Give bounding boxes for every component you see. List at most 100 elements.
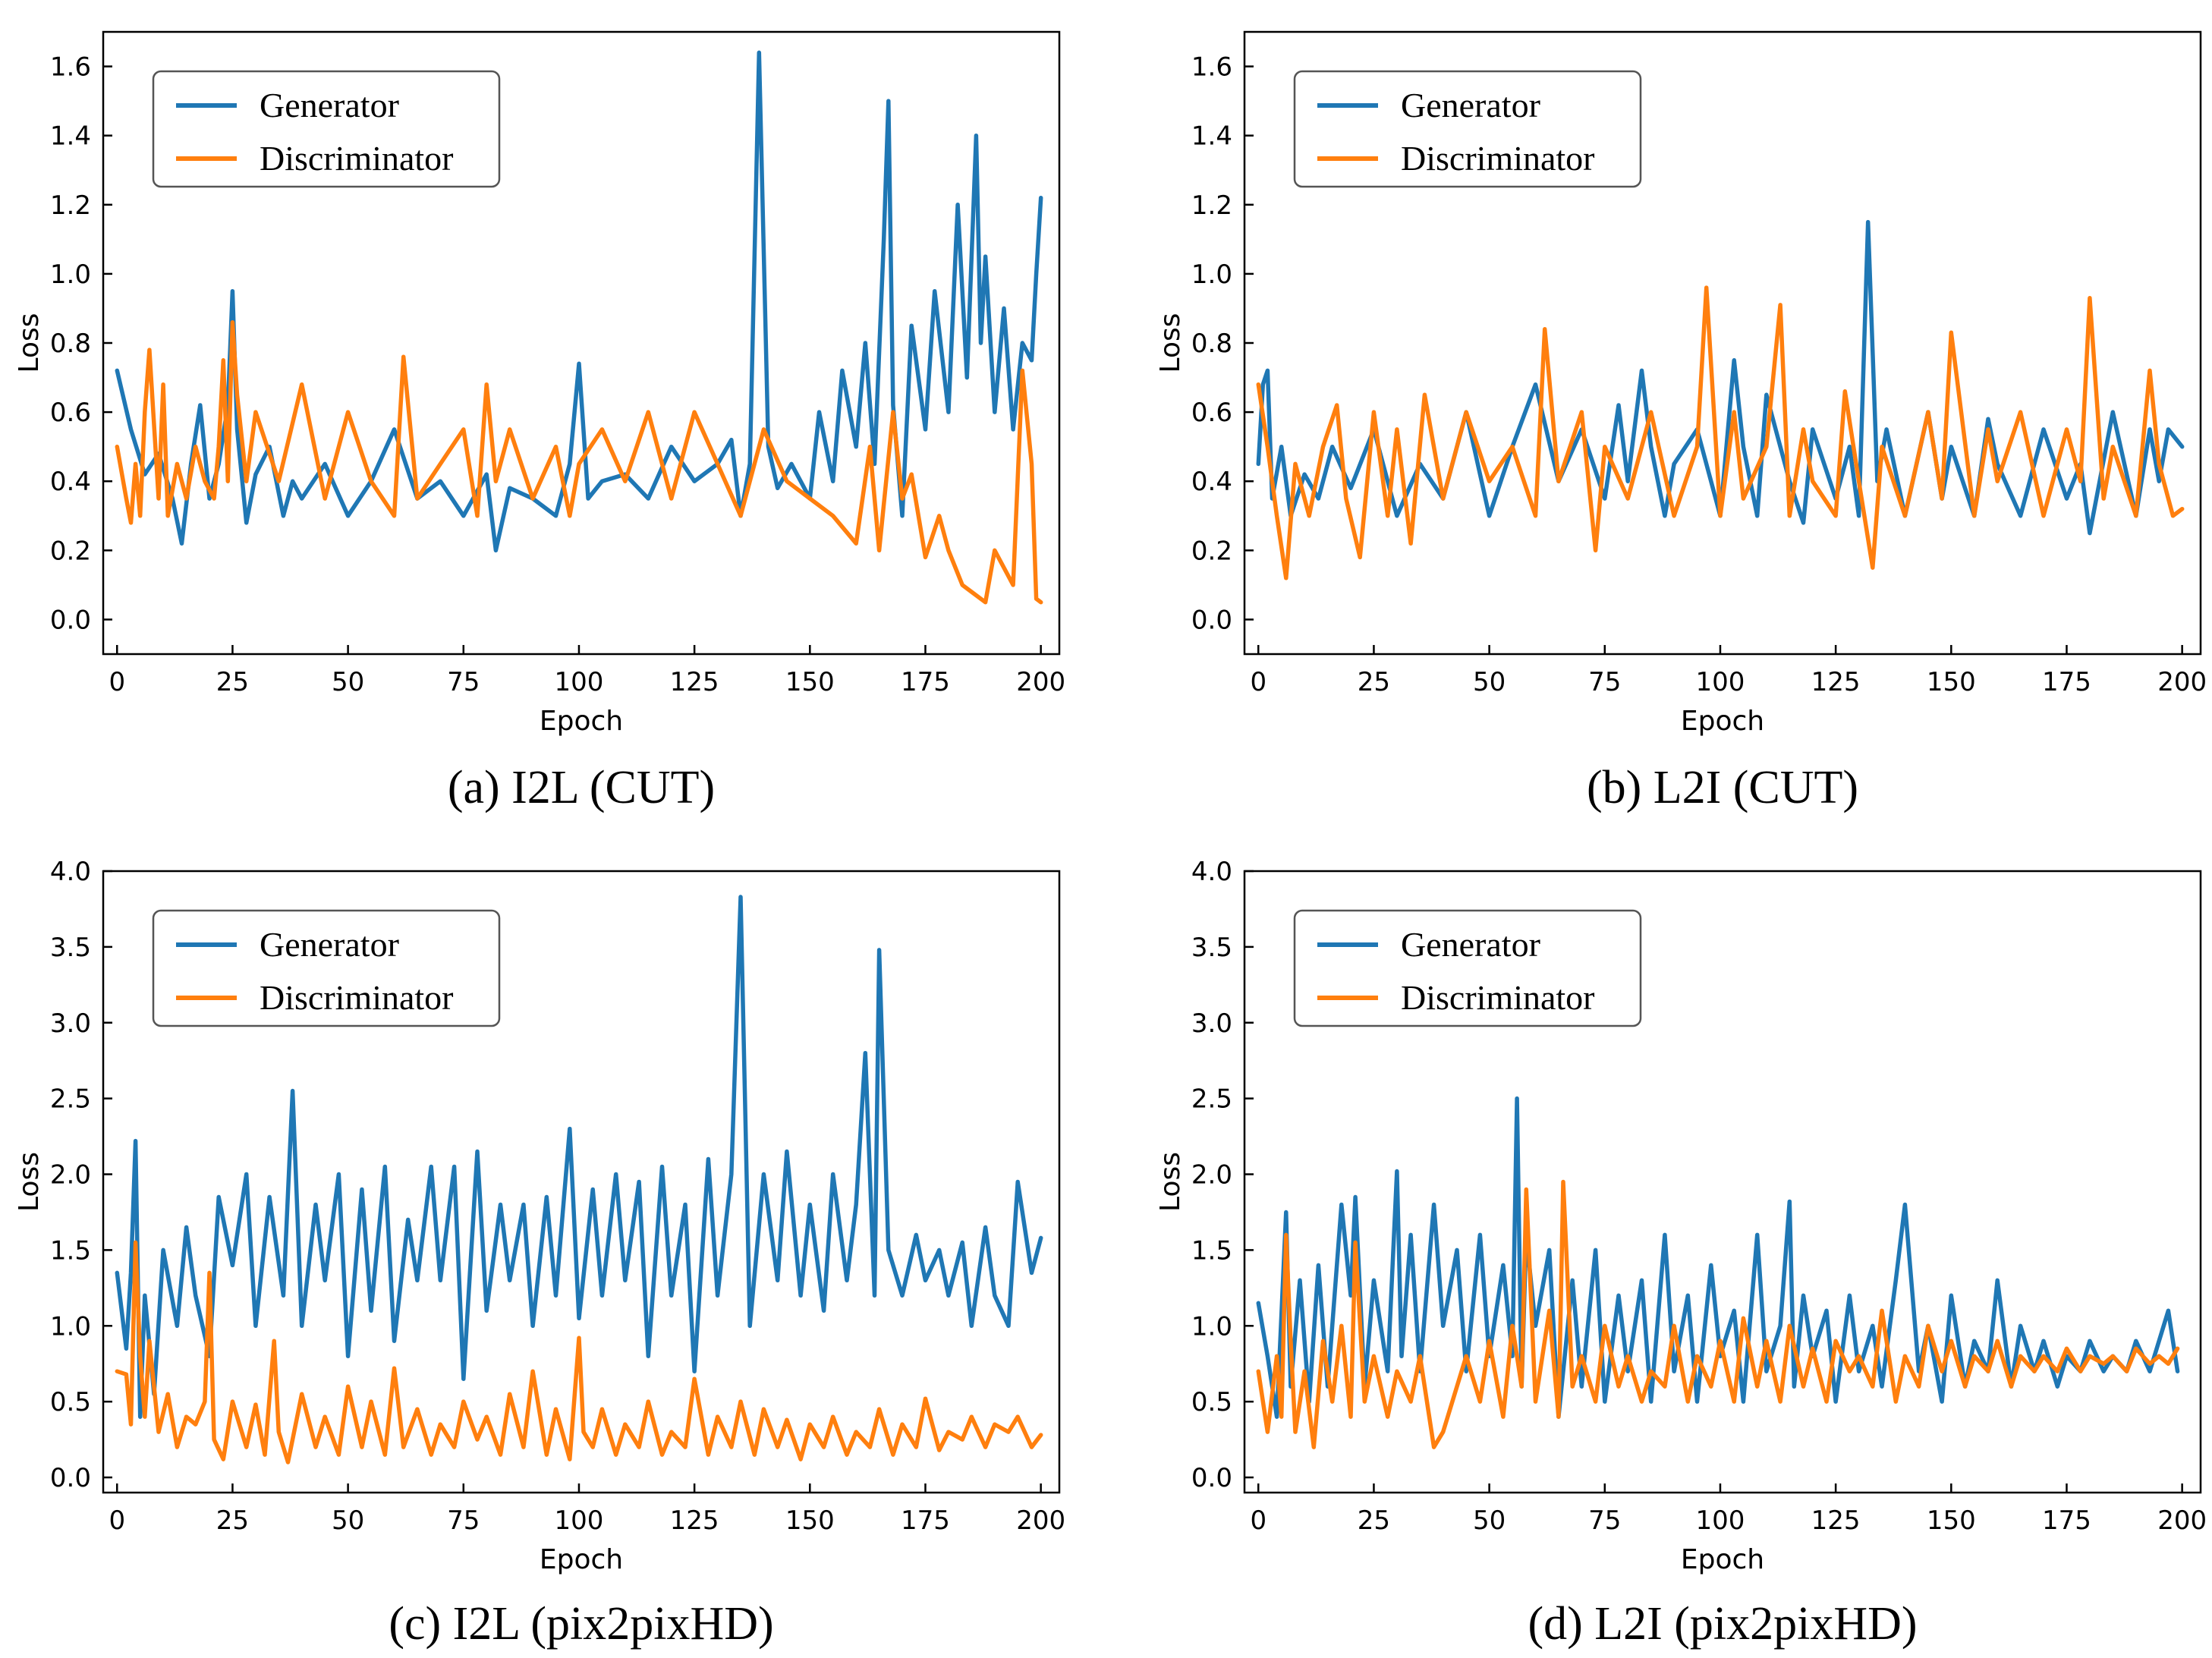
- y-tick-label: 3.0: [1191, 1008, 1232, 1039]
- series-line-generator: [1256, 1096, 2180, 1419]
- y-tick-label: 1.2: [50, 190, 91, 221]
- legend-label-generator: Generator: [260, 86, 399, 124]
- x-tick-label: 150: [785, 1505, 835, 1536]
- series-group: [115, 50, 1043, 605]
- x-tick-label: 0: [1250, 667, 1266, 697]
- y-tick-label: 1.4: [1191, 121, 1232, 152]
- x-tick-label: 75: [447, 1505, 480, 1536]
- y-tick-label: 3.0: [50, 1008, 91, 1039]
- y-tick-label: 1.6: [1191, 52, 1232, 83]
- y-tick-label: 0.6: [1191, 398, 1232, 428]
- y-tick-label: 0.0: [1191, 1463, 1232, 1493]
- y-tick-label: 1.0: [50, 260, 91, 290]
- x-tick-label: 50: [332, 1505, 364, 1536]
- legend-label-generator: Generator: [260, 925, 399, 964]
- chart-panel-4: 0 25 50 75 100 125 150 175 200 0.0 0.5 1.0 1.5 2.0 2.5…: [1155, 857, 2207, 1650]
- series-line-generator: [115, 895, 1043, 1419]
- panel-caption: (a) I2L (CUT): [448, 762, 715, 813]
- x-tick-label: 0: [109, 1505, 125, 1536]
- y-tick-label: 0.5: [50, 1387, 91, 1417]
- y-tick-label: 3.5: [50, 933, 91, 963]
- y-tick-label: 1.5: [50, 1235, 91, 1266]
- legend-box: [1293, 909, 1642, 1027]
- y-tick-label: 0.0: [50, 605, 91, 635]
- series-line-discriminator: [115, 1240, 1043, 1465]
- y-tick-label: 0.8: [50, 329, 91, 359]
- legend: Generator Discriminator: [1293, 70, 1642, 188]
- x-tick-label: 175: [2042, 1505, 2091, 1536]
- y-tick-label: 1.0: [1191, 260, 1232, 290]
- legend-label-discriminator: Discriminator: [260, 978, 454, 1017]
- y-tick-label: 4.0: [1191, 857, 1232, 887]
- x-tick-label: 125: [1811, 667, 1861, 697]
- x-axis-label: Epoch: [1681, 706, 1764, 737]
- y-tick-label: 2.5: [50, 1084, 91, 1115]
- legend-label-discriminator: Discriminator: [1401, 978, 1595, 1017]
- y-tick-label: 3.5: [1191, 933, 1232, 963]
- legend: Generator Discriminator: [1293, 909, 1642, 1027]
- x-tick-label: 150: [1927, 667, 1976, 697]
- x-tick-label: 150: [1927, 1505, 1976, 1536]
- legend-label-discriminator: Discriminator: [1401, 139, 1595, 178]
- y-tick-label: 2.0: [50, 1160, 91, 1191]
- x-tick-label: 0: [109, 667, 125, 697]
- x-tick-label: 200: [1016, 667, 1065, 697]
- x-tick-label: 175: [901, 1505, 950, 1536]
- y-tick-label: 0.4: [1191, 467, 1232, 497]
- series-group: [115, 895, 1043, 1465]
- x-tick-label: 75: [447, 667, 480, 697]
- y-tick-label: 1.5: [1191, 1235, 1232, 1266]
- y-tick-label: 0.0: [50, 1463, 91, 1493]
- x-tick-label: 25: [216, 667, 249, 697]
- x-tick-label: 200: [2157, 1505, 2207, 1536]
- legend-box: [152, 909, 501, 1027]
- legend-box: [152, 70, 501, 188]
- x-tick-label: 25: [1358, 1505, 1390, 1536]
- x-axis-label: Epoch: [540, 706, 623, 737]
- axes-frame: [1243, 870, 2202, 1494]
- x-tick-label: 50: [1473, 1505, 1506, 1536]
- y-axis-label: Loss: [14, 313, 45, 373]
- series-line-discriminator: [1256, 285, 2185, 580]
- x-tick-label: 50: [1473, 667, 1506, 697]
- x-tick-label: 25: [216, 1505, 249, 1536]
- y-tick-label: 0.8: [1191, 329, 1232, 359]
- y-tick-label: 0.4: [50, 467, 91, 497]
- y-axis-label: Loss: [14, 1152, 45, 1212]
- y-tick-label: 1.4: [50, 121, 91, 152]
- y-tick-label: 1.2: [1191, 190, 1232, 221]
- y-tick-label: 2.5: [1191, 1084, 1232, 1115]
- panel-caption: (d) L2I (pix2pixHD): [1528, 1598, 1917, 1650]
- legend-label-generator: Generator: [1401, 86, 1540, 124]
- series-line-generator: [115, 50, 1043, 553]
- y-tick-label: 0.5: [1191, 1387, 1232, 1417]
- x-tick-label: 100: [1696, 1505, 1745, 1536]
- y-tick-label: 4.0: [50, 857, 91, 887]
- y-axis-label: Loss: [1155, 1152, 1186, 1212]
- x-tick-label: 150: [785, 667, 835, 697]
- y-tick-label: 1.0: [1191, 1311, 1232, 1342]
- axes-frame: [102, 870, 1061, 1494]
- x-axis-label: Epoch: [540, 1544, 623, 1575]
- chart-panel-1: 0 25 50 75 100 125 150 175 200 0.0 0.2 0.4 0.6 0.8 1.0…: [14, 30, 1065, 813]
- x-tick-label: 100: [555, 667, 604, 697]
- legend: Generator Discriminator: [152, 70, 501, 188]
- chart-panel-2: 0 25 50 75 100 125 150 175 200 0.0 0.2 0.4 0.6 0.8 1.0…: [1155, 30, 2207, 813]
- chart-panel-3: 0 25 50 75 100 125 150 175 200 0.0 0.5 1.0 1.5 2.0 2.5…: [14, 857, 1065, 1650]
- legend-label-generator: Generator: [1401, 925, 1540, 964]
- y-tick-label: 1.0: [50, 1311, 91, 1342]
- legend: Generator Discriminator: [152, 909, 501, 1027]
- y-tick-label: 1.6: [50, 52, 91, 83]
- legend-box: [1293, 70, 1642, 188]
- x-tick-label: 75: [1588, 667, 1621, 697]
- y-tick-label: 2.0: [1191, 1160, 1232, 1191]
- panel-caption: (b) L2I (CUT): [1587, 762, 1858, 813]
- x-tick-label: 75: [1588, 1505, 1621, 1536]
- x-tick-label: 50: [332, 667, 364, 697]
- x-tick-label: 200: [2157, 667, 2207, 697]
- x-tick-label: 200: [1016, 1505, 1065, 1536]
- x-tick-label: 125: [670, 667, 719, 697]
- x-tick-label: 100: [1696, 667, 1745, 697]
- y-tick-label: 0.0: [1191, 605, 1232, 635]
